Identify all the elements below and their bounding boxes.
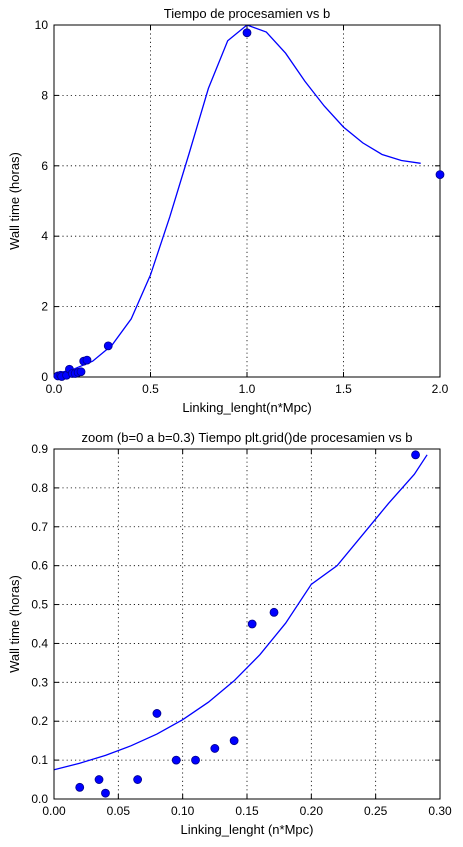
y-tick-label: 0.1 [31, 753, 48, 767]
x-tick-label: 0.10 [171, 804, 195, 818]
x-tick-label: 0.0 [46, 382, 63, 396]
data-point [242, 28, 252, 38]
x-tick-label: 0.25 [364, 804, 388, 818]
data-point [229, 736, 239, 746]
chart-title: Tiempo de procesamien vs b [164, 6, 330, 21]
grid-lines [54, 449, 440, 799]
x-tick-label: 0.5 [142, 382, 159, 396]
y-tick-label: 0 [41, 370, 48, 384]
chart-processing-time: Tiempo de procesamien vs b Linking_lengh… [7, 6, 449, 415]
x-tick-label: 1.0 [239, 382, 256, 396]
data-point [75, 782, 85, 792]
data-point [210, 744, 220, 753]
data-point [171, 755, 181, 765]
chart-title: zoom (b=0 a b=0.3) Tiempo plt.grid()de p… [82, 430, 413, 445]
data-point [133, 775, 143, 784]
x-tick-label: 0.00 [42, 804, 66, 818]
y-tick-label: 0.7 [31, 520, 48, 534]
data-point [411, 450, 420, 460]
data-point [247, 619, 257, 629]
data-point [191, 755, 200, 765]
y-tick-label: 0.8 [31, 481, 48, 495]
x-axis-label: Linking_lenght (n*Mpc) [181, 822, 314, 837]
x-tick-label: 1.5 [335, 382, 352, 396]
y-axis-label: Wall time (horas) [7, 575, 22, 673]
y-tick-label: 8 [41, 88, 48, 102]
x-axis-label: Linking_lenght(n*Mpc) [182, 400, 311, 415]
data-point [76, 367, 86, 377]
y-tick-label: 0.2 [31, 714, 48, 728]
plot-area [54, 25, 421, 375]
data-point [269, 607, 279, 617]
y-tick-label: 0.4 [31, 636, 48, 650]
data-point [152, 709, 162, 718]
plot-frame [53, 448, 441, 800]
plot-frame [53, 24, 441, 378]
x-tick-label: 0.15 [235, 804, 259, 818]
chart-zoom: zoom (b=0 a b=0.3) Tiempo plt.grid()de p… [7, 430, 452, 837]
plot-area [54, 454, 428, 771]
series-line [54, 25, 421, 375]
data-point [435, 170, 445, 180]
x-tick-label: 0.30 [428, 804, 452, 818]
y-axis-label: Wall time (horas) [7, 152, 22, 250]
data-point [94, 775, 104, 784]
grid-lines [54, 25, 440, 377]
x-tick-label: 2.0 [432, 382, 449, 396]
y-tick-label: 6 [41, 159, 48, 173]
data-point [82, 355, 92, 365]
y-tick-label: 0.0 [31, 792, 48, 806]
y-tick-label: 0.5 [31, 598, 48, 612]
y-tick-label: 0.9 [31, 442, 48, 456]
y-tick-label: 0.3 [31, 675, 48, 689]
x-tick-label: 0.05 [107, 804, 131, 818]
series-line [54, 454, 428, 771]
data-point [103, 341, 113, 351]
y-tick-label: 2 [41, 300, 48, 314]
data-point [101, 788, 110, 798]
x-tick-label: 0.20 [300, 804, 324, 818]
y-tick-label: 4 [41, 229, 48, 243]
y-tick-label: 10 [35, 18, 49, 32]
y-tick-label: 0.6 [31, 559, 48, 573]
